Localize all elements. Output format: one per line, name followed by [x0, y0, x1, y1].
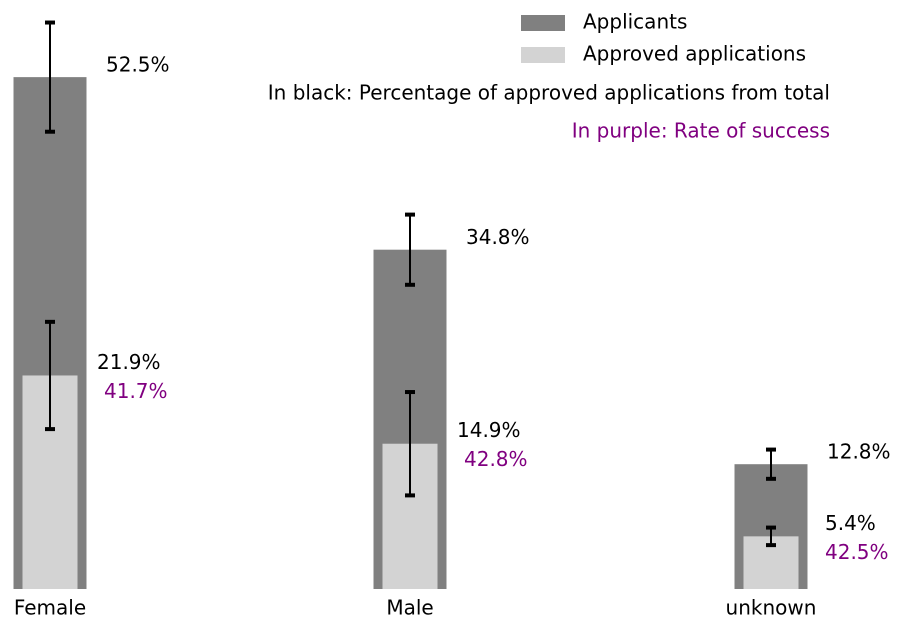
legend-label: Applicants	[583, 10, 687, 34]
success-rate-label: 42.5%	[825, 540, 889, 564]
error-bar	[766, 447, 776, 481]
error-bar	[405, 212, 415, 287]
value-label: 21.9%	[97, 350, 161, 374]
legend-swatch	[521, 15, 565, 31]
error-bar	[766, 525, 776, 548]
x-tick-label: Female	[14, 596, 86, 619]
annotation: In black: Percentage of approved applica…	[268, 81, 830, 105]
error-bar	[45, 20, 55, 134]
success-rate-label: 41.7%	[104, 379, 168, 403]
value-label: 52.5%	[106, 53, 170, 77]
x-tick-label: Male	[386, 596, 433, 619]
value-label: 14.9%	[457, 418, 521, 442]
annotation: In purple: Rate of success	[572, 119, 830, 143]
error-bar	[45, 319, 55, 432]
success-rate-label: 42.8%	[464, 447, 528, 471]
x-tick-label: unknown	[726, 596, 817, 619]
legend-swatch	[521, 47, 565, 63]
error-bar	[405, 390, 415, 498]
value-label: 34.8%	[466, 225, 530, 249]
value-label: 12.8%	[827, 440, 891, 464]
value-label: 5.4%	[825, 511, 876, 535]
legend-label: Approved applications	[583, 42, 806, 66]
